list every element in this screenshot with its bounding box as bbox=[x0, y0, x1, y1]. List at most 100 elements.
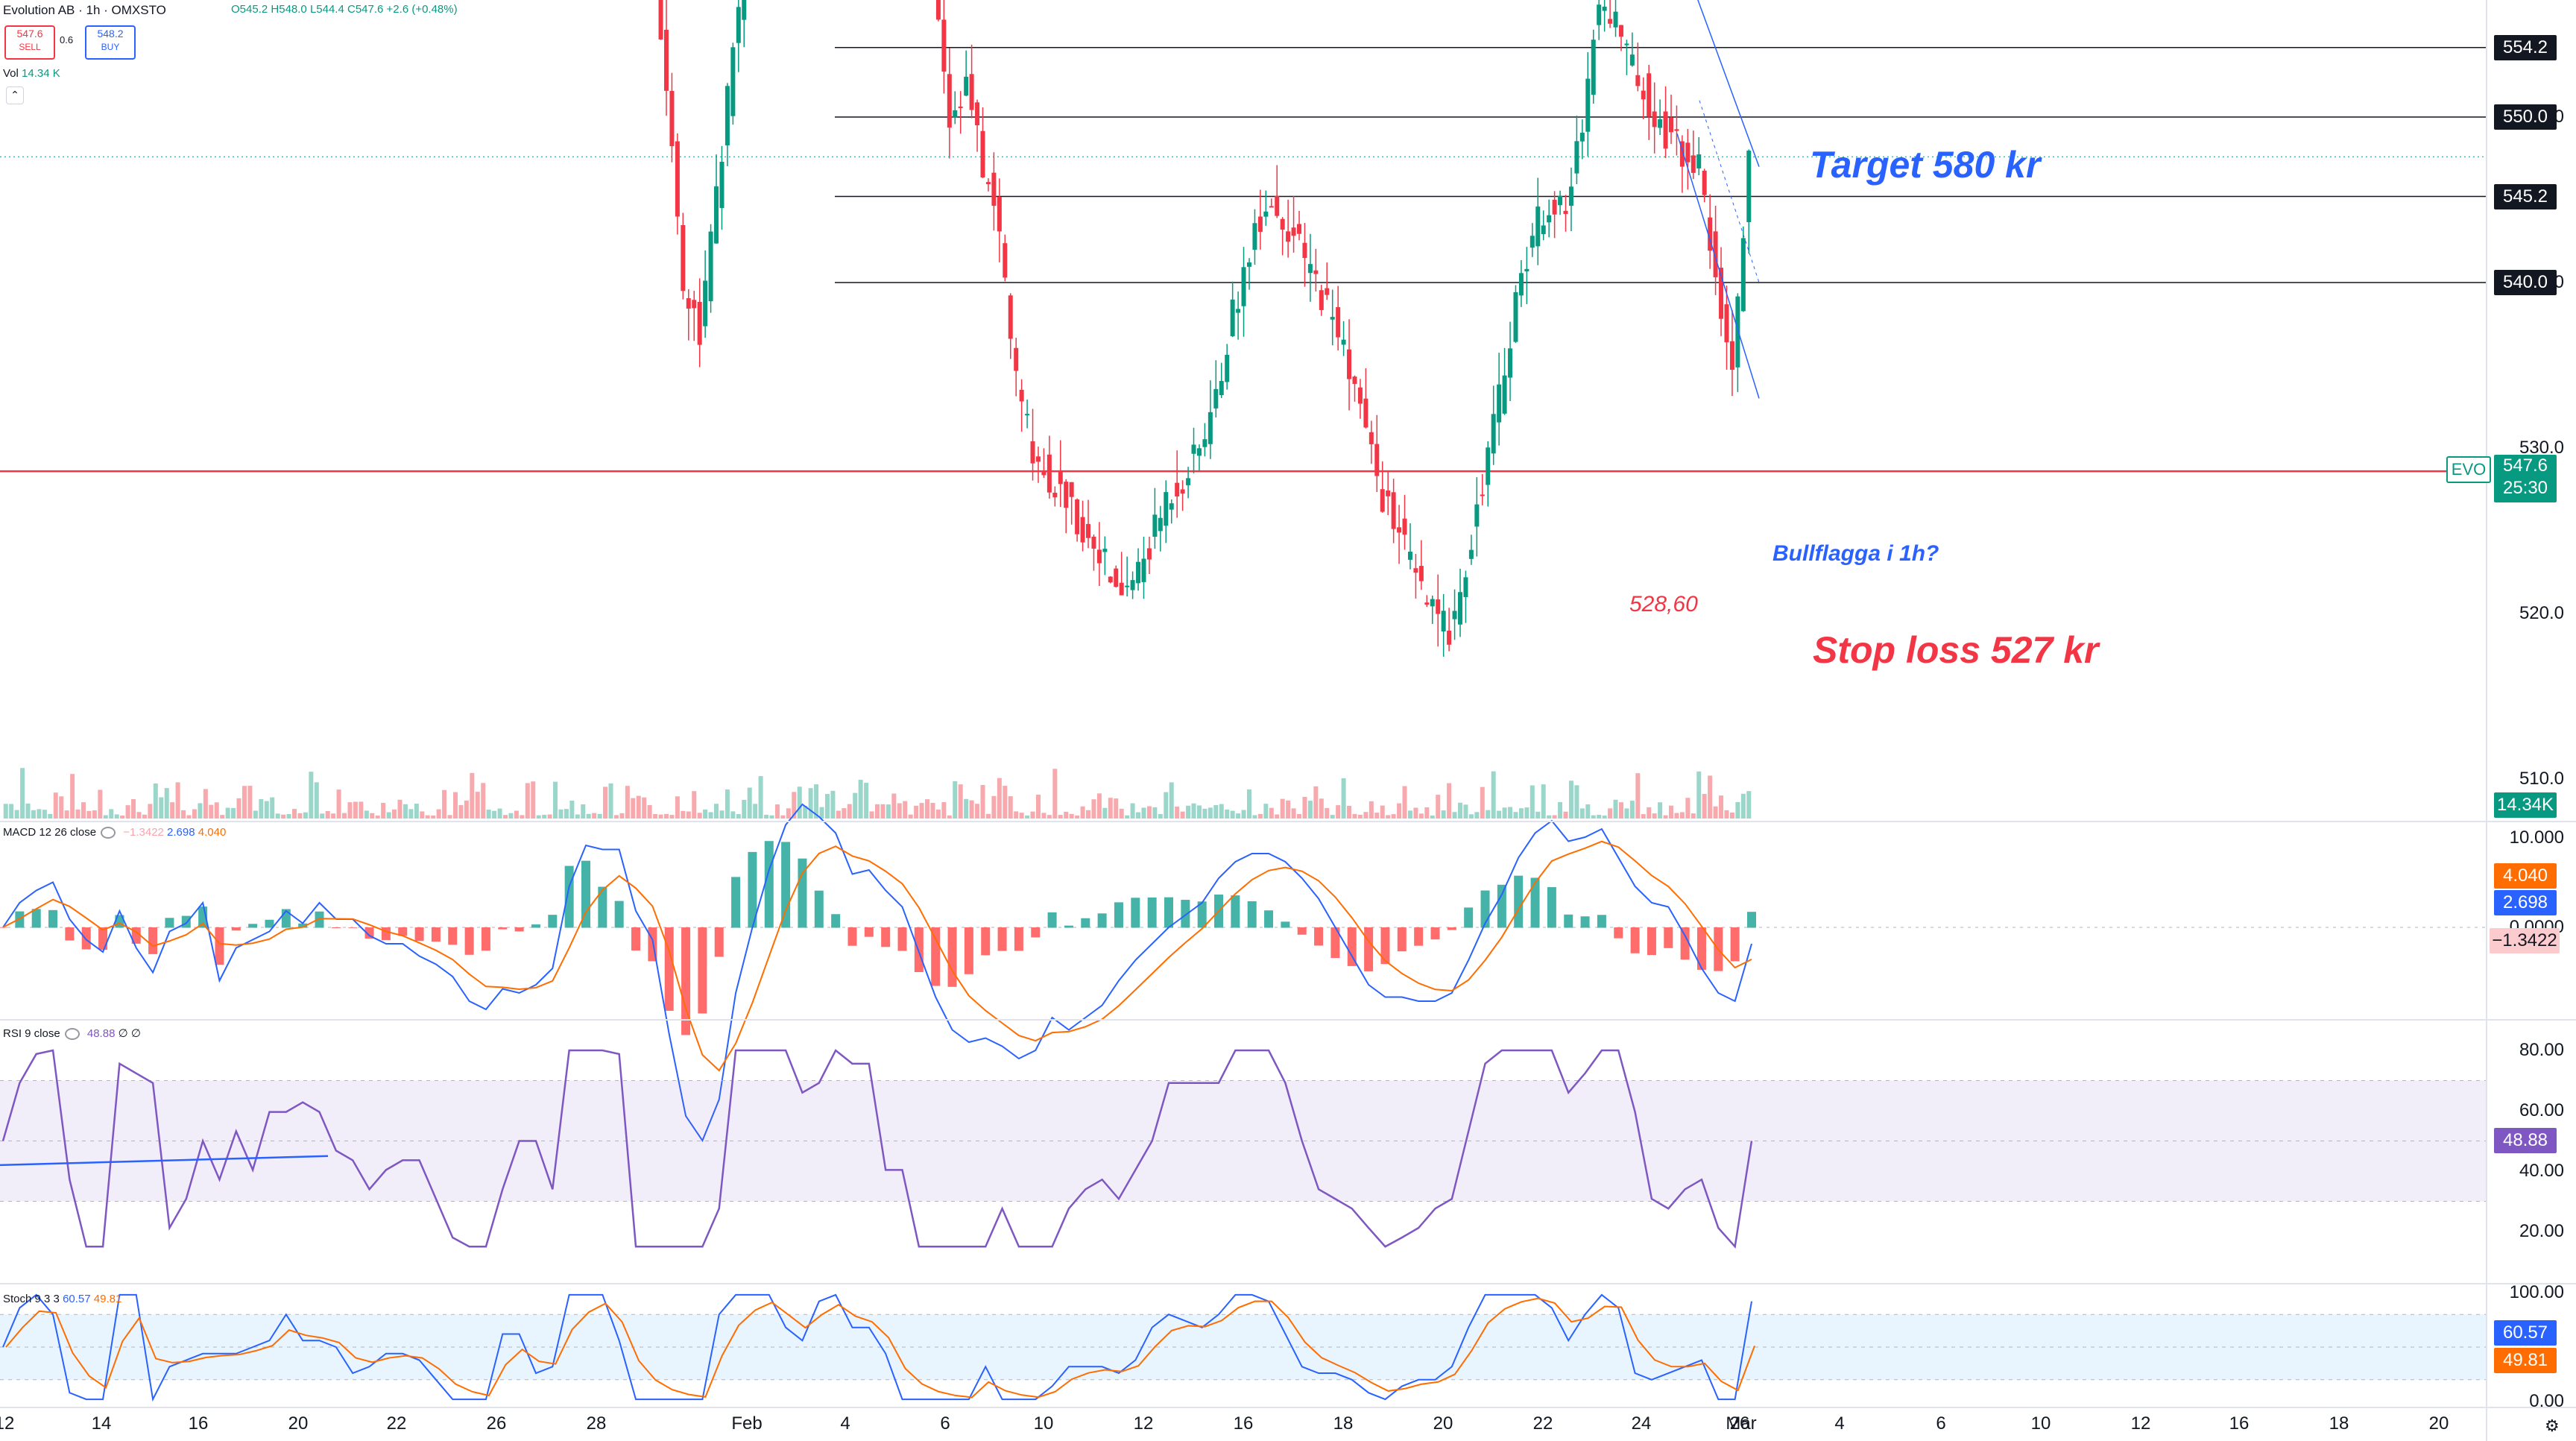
macd-hist-bar bbox=[1464, 907, 1474, 928]
candle-body bbox=[1719, 268, 1724, 319]
time-tick-label: 4 bbox=[1834, 1413, 1845, 1434]
volume-bar bbox=[1574, 785, 1579, 819]
low-price-annotation[interactable]: 528,60 bbox=[1629, 592, 1698, 617]
volume-bar bbox=[225, 807, 230, 819]
candle-body bbox=[1735, 296, 1740, 368]
volume-bar bbox=[558, 809, 564, 819]
stoch-legend[interactable]: Stoch 9 3 3 60.57 49.81 bbox=[3, 1293, 122, 1305]
volume-bar bbox=[1524, 807, 1530, 819]
macd-legend[interactable]: MACD 12 26 close −1.3422 2.698 4.040 bbox=[3, 826, 227, 839]
time-tick-label: 12 bbox=[0, 1413, 15, 1434]
volume-bar bbox=[980, 785, 985, 819]
price-tick-label: 520.0 bbox=[2519, 603, 2564, 623]
volume-bar bbox=[1380, 805, 1385, 819]
visibility-icon[interactable] bbox=[101, 827, 116, 839]
volume-bar bbox=[1158, 813, 1163, 819]
ohlc-values: O545.2 H548.0 L544.4 C547.6 +2.6 (+0.48%… bbox=[231, 3, 458, 16]
volume-bar bbox=[908, 814, 913, 819]
candle-body bbox=[1641, 90, 1646, 100]
candle-body bbox=[1413, 568, 1418, 573]
macd-hist-bar bbox=[564, 865, 574, 928]
volume-bar bbox=[975, 804, 980, 819]
macd-hist-bar bbox=[664, 927, 674, 1011]
macd-hist-bar bbox=[1630, 927, 1640, 953]
volume-bar bbox=[364, 810, 369, 819]
rsi-legend[interactable]: RSI 9 close 48.88 ∅ ∅ bbox=[3, 1027, 141, 1041]
candle-body bbox=[1535, 206, 1541, 247]
macd-hist-bar bbox=[348, 927, 358, 928]
macd-hist-bar bbox=[598, 886, 607, 928]
candle-body bbox=[1740, 238, 1746, 312]
macd-hist-bar bbox=[265, 919, 274, 928]
rsi-badge: 48.88 bbox=[2494, 1128, 2557, 1153]
volume-bar bbox=[1125, 815, 1130, 819]
volume-bar bbox=[1096, 793, 1102, 819]
volume-bar bbox=[1141, 807, 1146, 819]
candle-body bbox=[1713, 231, 1718, 277]
macd-hist-bar bbox=[847, 927, 857, 946]
candle-body bbox=[1374, 444, 1380, 476]
candle-body bbox=[1325, 288, 1330, 295]
low-value: L544.4 bbox=[309, 3, 344, 16]
rsi-line bbox=[1, 1049, 1753, 1249]
visibility-icon[interactable] bbox=[64, 1028, 80, 1041]
volume-bar bbox=[3, 804, 8, 819]
volume-bar bbox=[1547, 815, 1552, 819]
volume-bar bbox=[80, 802, 86, 819]
volume-bar bbox=[536, 815, 541, 819]
stoch-k-badge: 60.57 bbox=[2494, 1320, 2557, 1346]
macd-hist-bar bbox=[498, 927, 508, 930]
time-tick-label: 10 bbox=[2030, 1413, 2051, 1434]
settings-icon[interactable]: ⚙ bbox=[2545, 1416, 2560, 1435]
candle-body bbox=[1035, 456, 1041, 462]
candle-body bbox=[1252, 223, 1257, 250]
candle-body bbox=[1136, 561, 1141, 584]
candle-body bbox=[1602, 6, 1607, 11]
volume-bar bbox=[303, 812, 308, 819]
candle-body bbox=[663, 29, 669, 91]
time-tick-label: 10 bbox=[1033, 1413, 1054, 1434]
collapse-legend-button[interactable]: ⌃ bbox=[6, 86, 24, 104]
candle-body bbox=[1169, 503, 1174, 510]
flag-annotation[interactable]: Bullflagga i 1h? bbox=[1772, 541, 1939, 566]
volume-bar bbox=[397, 799, 402, 819]
candle-body bbox=[1563, 210, 1568, 215]
volume-bar bbox=[236, 798, 242, 819]
candle-body bbox=[1424, 602, 1430, 605]
buy-button[interactable]: 548.2 BUY bbox=[85, 25, 136, 60]
candle-body bbox=[1497, 384, 1502, 423]
volume-bar bbox=[148, 804, 153, 819]
indicator-tick-label: 10.000 bbox=[2509, 827, 2564, 848]
symbol-title[interactable]: Evolution AB · 1h · OMXSTO bbox=[3, 3, 166, 17]
volume-bar bbox=[1696, 771, 1702, 819]
volume-bar bbox=[875, 804, 880, 819]
time-tick-label: 16 bbox=[188, 1413, 209, 1434]
volume-bar bbox=[531, 781, 536, 819]
volume-bar bbox=[247, 786, 253, 819]
volume-bar bbox=[1652, 813, 1657, 819]
volume-bar bbox=[92, 810, 97, 819]
target-annotation[interactable]: Target 580 kr bbox=[1810, 144, 2041, 186]
candle-body bbox=[1030, 441, 1035, 464]
volume-bar bbox=[1458, 802, 1462, 819]
candle-body bbox=[742, 0, 747, 20]
candle-body bbox=[1225, 354, 1230, 382]
volume-bar bbox=[1740, 793, 1746, 819]
time-tick-label: 22 bbox=[386, 1413, 407, 1434]
volume-bar bbox=[508, 813, 514, 819]
volume-bar bbox=[1208, 807, 1213, 819]
macd-hist-bar bbox=[798, 858, 807, 928]
macd-hist-bar bbox=[165, 918, 174, 928]
macd-hist-bar bbox=[1147, 897, 1157, 928]
candle-body bbox=[714, 186, 719, 244]
stop-loss-annotation[interactable]: Stop loss 527 kr bbox=[1813, 629, 2099, 671]
volume-bar bbox=[642, 797, 647, 819]
volume-bar bbox=[275, 813, 280, 819]
candle-body bbox=[1025, 414, 1030, 416]
candle-body bbox=[1019, 389, 1024, 402]
candle-body bbox=[708, 231, 713, 302]
volume-bar bbox=[1180, 811, 1185, 819]
candle-body bbox=[1191, 444, 1196, 454]
sell-button[interactable]: 547.6 SELL bbox=[4, 25, 55, 60]
